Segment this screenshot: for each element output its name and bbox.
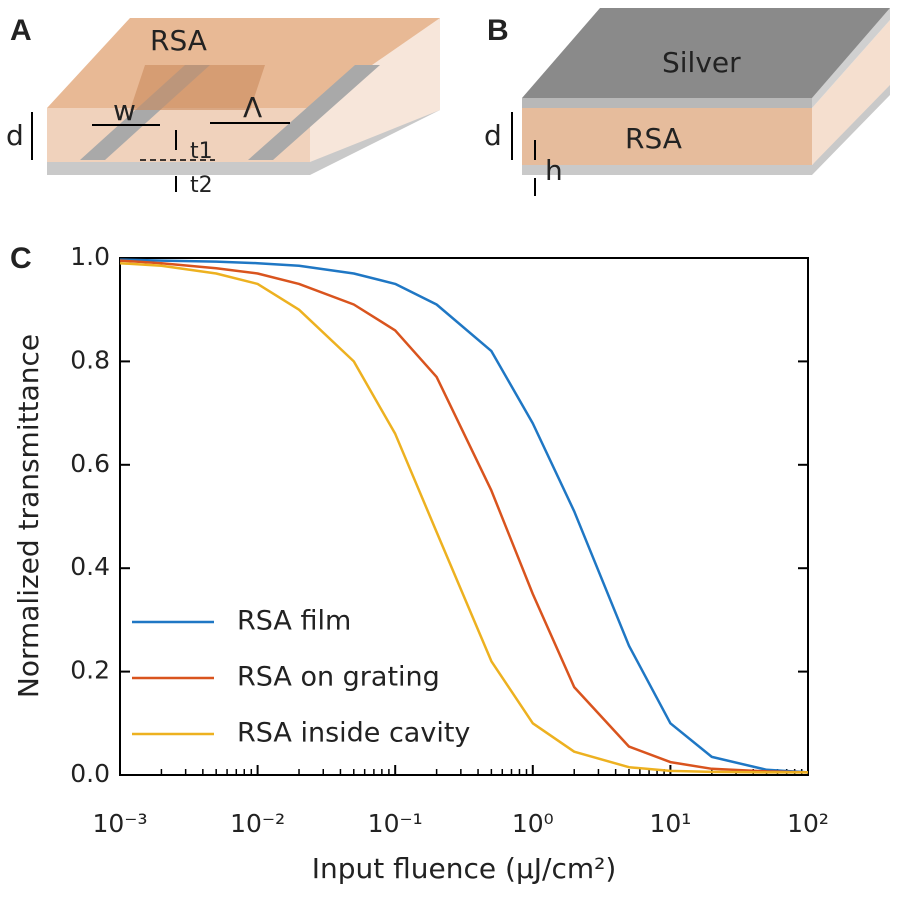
x-tick-label: 10⁻³ xyxy=(92,809,147,838)
thickness-label: d xyxy=(6,119,24,152)
x-tick-label: 10² xyxy=(787,809,829,838)
panel-letter: A xyxy=(10,14,32,47)
panel-letter: C xyxy=(10,242,32,275)
y-tick-label: 0.6 xyxy=(70,449,110,478)
width-label: w xyxy=(113,94,136,127)
y-axis-title: Normalized transmittance xyxy=(12,334,45,698)
thickness-label: d xyxy=(484,119,502,152)
metal-label: Silver xyxy=(662,46,741,79)
t2-label: t2 xyxy=(190,173,213,198)
x-tick-label: 10⁰ xyxy=(512,809,554,838)
y-tick-label: 0.4 xyxy=(70,552,110,581)
y-tick-label: 0.2 xyxy=(70,656,110,685)
y-tick-label: 0.0 xyxy=(70,759,110,788)
x-tick-label: 10⁻² xyxy=(230,809,285,838)
t1-label: t1 xyxy=(190,139,213,164)
period-label: Λ xyxy=(243,91,262,124)
legend-label: RSA film xyxy=(237,606,351,637)
legend-label: RSA inside cavity xyxy=(237,718,470,749)
diagram-a xyxy=(31,18,440,192)
series-line xyxy=(119,258,809,774)
plot-frame xyxy=(119,257,809,776)
gap-label: h xyxy=(545,154,563,187)
diagram-b xyxy=(511,8,890,196)
legend-label: RSA on grating xyxy=(237,662,440,693)
x-axis-title: Input fluence (μJ/cm²) xyxy=(312,852,617,885)
y-tick-label: 0.8 xyxy=(70,345,110,374)
material-label: RSA xyxy=(150,24,207,57)
panel-letter: B xyxy=(487,14,509,47)
series-line xyxy=(119,259,809,774)
x-tick-label: 10⁻¹ xyxy=(368,809,423,838)
material-label: RSA xyxy=(625,122,682,155)
x-tick-label: 10¹ xyxy=(649,809,691,838)
series-line xyxy=(119,261,808,774)
y-tick-label: 1.0 xyxy=(70,242,110,271)
